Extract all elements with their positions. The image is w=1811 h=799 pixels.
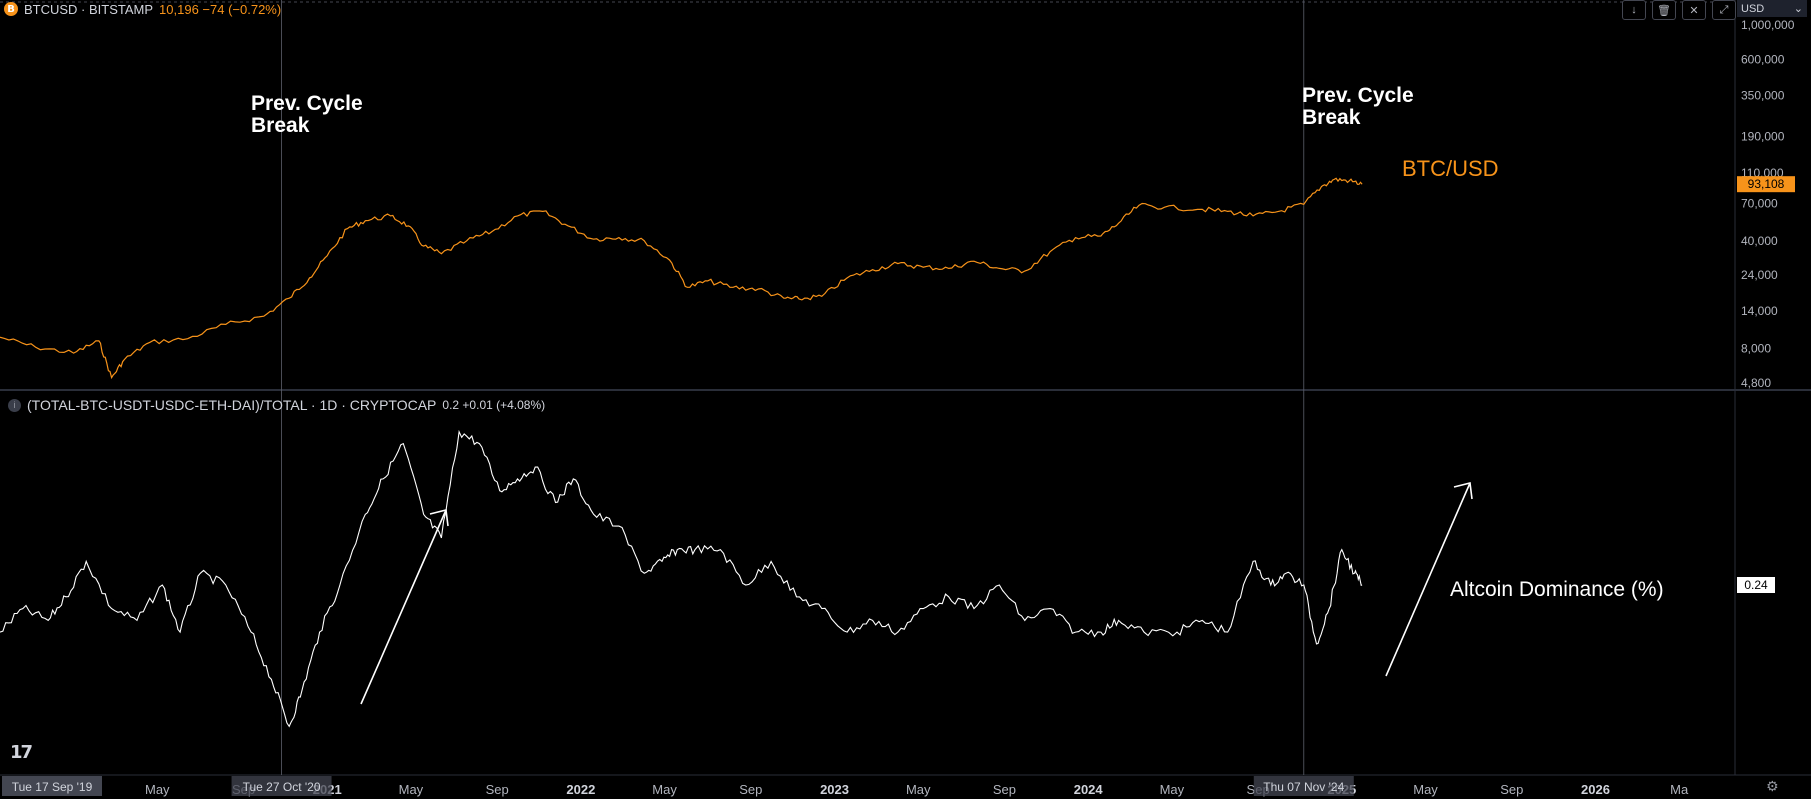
x-tick-label: 2022 (566, 782, 595, 797)
tradingview-logo[interactable]: 17 (10, 742, 33, 763)
y-tick-label: 600,000 (1741, 52, 1785, 66)
arrow-upward-2025 (1385, 482, 1471, 677)
y-tick-label: 4,800 (1741, 376, 1771, 390)
btc-last-price-label: 93,108 (1748, 177, 1785, 191)
cycle-break-label-line2: Break (251, 114, 310, 137)
y-tick-label: 14,000 (1741, 304, 1778, 318)
x-tick-label: Ma (1670, 782, 1689, 797)
indicator-values: 0.2 +0.01 (+4.08%) (442, 398, 546, 412)
y-tick-label: 70,000 (1741, 196, 1778, 210)
x-tick-label: Sep (1500, 782, 1523, 797)
y-tick-label: 1,000,000 (1741, 18, 1795, 32)
crosshair-date-label: Thu 07 Nov '24 (1263, 780, 1344, 794)
currency-selector[interactable]: USD ⌄ (1737, 0, 1807, 17)
y-tick-label: 24,000 (1741, 268, 1778, 282)
cycle-break-label-line2: Break (1302, 106, 1361, 129)
crosshair-date-label: Tue 17 Sep '19 (12, 780, 93, 794)
download-icon[interactable]: ↓ (1622, 0, 1646, 20)
arrow-head-2021 (429, 509, 449, 527)
altcoin-dominance-legend-label: Altcoin Dominance (%) (1450, 578, 1664, 601)
info-icon[interactable]: i (8, 398, 21, 412)
symbol-label[interactable]: BTCUSD · BITSTAMP (24, 1, 154, 17)
x-tick-label: May (652, 782, 677, 797)
collapse-icon[interactable]: ✕ (1682, 0, 1706, 20)
btc-last-price-badge (1737, 176, 1795, 193)
crosshair-date-badge (1253, 776, 1354, 796)
arrow-upward-2021 (360, 509, 447, 705)
altcoin-last-value-badge (1737, 577, 1775, 593)
x-tick-label: Sep (993, 782, 1016, 797)
indicator-title[interactable]: (TOTAL-BTC-USDT-USDC-ETH-DAI)/TOTAL · 1D… (27, 397, 437, 413)
y-tick-label: 40,000 (1741, 234, 1778, 248)
x-tick-label: 2026 (1581, 782, 1610, 797)
x-tick-label: May (145, 782, 170, 797)
pane-toolbar: ↓ 🗑 ✕ ⤢ (1622, 0, 1736, 20)
cycle-break-label-line1: Prev. Cycle (1302, 84, 1414, 107)
y-tick-label: 190,000 (1741, 129, 1785, 143)
x-tick-label: May (399, 782, 424, 797)
x-tick-label: Sep (739, 782, 762, 797)
x-tick-label: 2024 (1074, 782, 1104, 797)
indicator-header[interactable]: i (TOTAL-BTC-USDT-USDC-ETH-DAI)/TOTAL · … (8, 396, 545, 414)
bitcoin-icon: B (4, 2, 18, 16)
maximize-icon[interactable]: ⤢ (1712, 0, 1736, 20)
crosshair-date-badge (2, 776, 102, 796)
x-tick-label: May (1160, 782, 1185, 797)
y-tick-label: 350,000 (1741, 88, 1785, 102)
trash-icon[interactable]: 🗑 (1652, 0, 1676, 20)
x-tick-label: 2023 (820, 782, 849, 797)
quote-value: 10,196 −74 (−0.72%) (159, 1, 282, 17)
x-tick-label: May (906, 782, 931, 797)
altcoin-dominance-line[interactable] (0, 429, 1363, 728)
cycle-break-label-line1: Prev. Cycle (251, 92, 363, 115)
y-tick-label: 8,000 (1741, 342, 1771, 356)
x-tick-label: Sep (486, 782, 509, 797)
altcoin-last-value-label: 0.24 (1744, 578, 1768, 592)
x-tick-label: May (1413, 782, 1438, 797)
chevron-down-icon: ⌄ (1793, 3, 1803, 15)
arrow-head-2025 (1453, 482, 1473, 500)
currency-label: USD (1741, 2, 1765, 15)
crosshair-date-badge (231, 776, 332, 796)
btc-usd-line[interactable] (0, 177, 1363, 380)
crosshair-date-label: Tue 27 Oct '20 (243, 780, 321, 794)
gear-icon[interactable]: ⚙ (1766, 778, 1779, 794)
symbol-header[interactable]: B BTCUSD · BITSTAMP 10,196 −74 (−0.72%) (4, 1, 281, 17)
btc-usd-legend-label: BTC/USD (1402, 156, 1499, 181)
